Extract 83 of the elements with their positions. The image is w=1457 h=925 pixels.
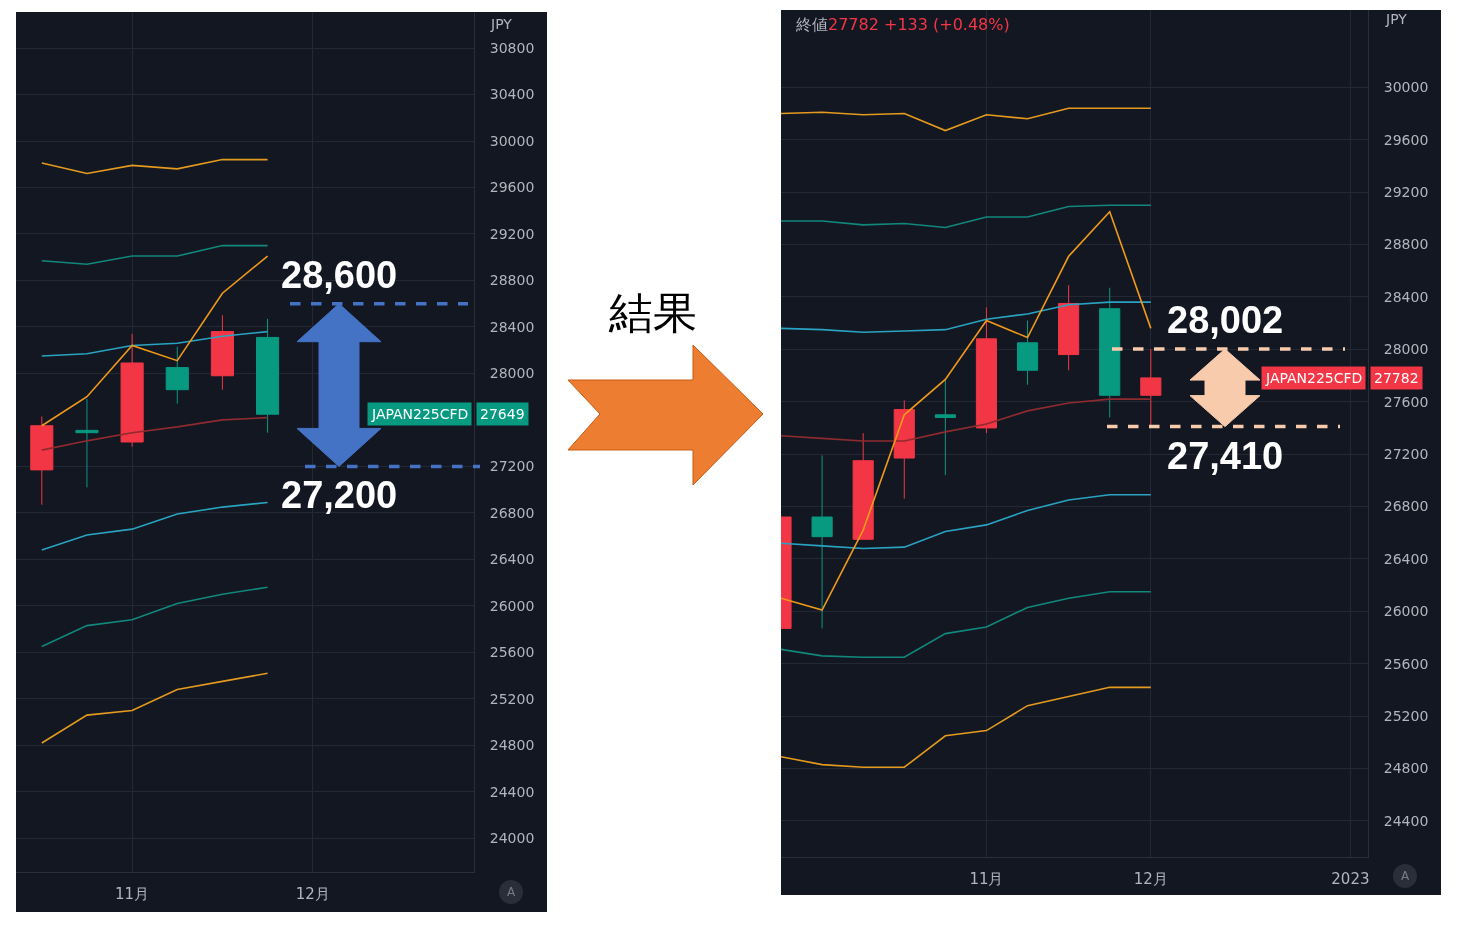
x-tick-label: 12月: [295, 885, 330, 903]
y-tick-label: 25200: [1383, 708, 1429, 725]
y-tick-label: 30800: [489, 39, 535, 56]
line-series: [781, 493, 1152, 550]
x-tick-label: 11月: [115, 885, 150, 903]
y-tick-label: 24400: [1383, 812, 1429, 829]
annotation: JAPAN225CFD: [371, 406, 469, 422]
line-series: [41, 244, 269, 265]
line-series: [781, 590, 1152, 658]
y-tick-label: 24400: [489, 783, 535, 800]
y-tick-label: 28400: [489, 318, 535, 335]
line-series: [781, 686, 1152, 769]
y-tick-label: 26400: [1383, 550, 1429, 567]
line-series: [41, 255, 269, 427]
candlestick: [852, 432, 874, 540]
y-tick-label: 28800: [489, 272, 535, 289]
x-tick-label: 2023: [1331, 870, 1370, 888]
candlestick: [256, 318, 280, 434]
ref-line-label: 27,410: [1167, 435, 1284, 477]
y-axis-title: JPY: [490, 16, 513, 32]
candlestick: [1140, 348, 1162, 428]
annotation: 終値: [795, 15, 828, 34]
candlestick: [934, 378, 956, 476]
y-tick-label: 29600: [1383, 131, 1429, 148]
ref-line-label: 28,002: [1167, 299, 1284, 341]
y-tick-label: 26800: [489, 504, 535, 521]
line-series: [41, 158, 269, 175]
annotation: JAPAN225CFD: [1265, 370, 1363, 386]
y-tick-label: 26800: [1383, 498, 1429, 515]
y-tick-label: 25600: [1383, 655, 1429, 672]
line-series: [781, 204, 1152, 229]
ref-line-label: 27,200: [281, 474, 398, 516]
candlestick: [210, 314, 234, 391]
ref-line-label: 28,600: [281, 254, 398, 296]
y-tick-label: 26400: [489, 551, 535, 568]
y-tick-label: 30400: [489, 86, 535, 103]
text: 27782: [1374, 370, 1419, 386]
candlestick: [30, 415, 54, 506]
line-series: [781, 210, 1152, 611]
text: A: [1401, 869, 1410, 883]
line-series: [41, 672, 269, 744]
y-tick-label: 29600: [489, 179, 535, 196]
y-tick-label: 27600: [1383, 393, 1429, 410]
candlestick: [75, 398, 99, 488]
candlestick: [120, 333, 144, 448]
y-tick-label: 28000: [489, 365, 535, 382]
candlestick: [893, 399, 915, 500]
candlestick: [975, 306, 998, 434]
y-tick-label: 26000: [1383, 603, 1429, 620]
candlestick: [1016, 320, 1039, 386]
annotation: 27782 +133 (+0.48%): [828, 15, 1015, 34]
candlestick: [811, 454, 833, 629]
text: A: [507, 885, 516, 899]
x-tick-label: 11月: [969, 870, 1004, 888]
y-tick-label: 27200: [1383, 446, 1429, 463]
y-tick-label: 25600: [489, 644, 535, 661]
line-series: [781, 301, 1152, 334]
line-series: [41, 586, 269, 648]
text: 27649: [480, 406, 525, 422]
candlestick: [1099, 287, 1121, 418]
y-tick-label: 24800: [1383, 760, 1429, 777]
y-tick-label: 30000: [489, 132, 535, 149]
line-series: [41, 501, 269, 551]
y-axis-title: JPY: [1385, 11, 1408, 27]
x-tick-label: 12月: [1133, 870, 1168, 888]
y-tick-label: 28800: [1383, 236, 1429, 253]
y-tick-label: 26000: [489, 597, 535, 614]
text: 結果: [608, 287, 697, 338]
y-tick-label: 29200: [489, 225, 535, 242]
candlestick: [1058, 284, 1080, 371]
y-tick-label: 28400: [1383, 288, 1429, 305]
y-tick-label: 28000: [1383, 341, 1429, 358]
line-series: [41, 330, 269, 357]
line-series: [41, 416, 269, 451]
line-series: [781, 398, 1152, 442]
y-tick-label: 29200: [1383, 184, 1429, 201]
y-tick-label: 25200: [489, 690, 535, 707]
y-tick-label: 27200: [489, 458, 535, 475]
candlestick: [165, 346, 189, 405]
line-series: [781, 107, 1152, 132]
y-tick-label: 24000: [489, 830, 535, 847]
y-tick-label: 24800: [489, 737, 535, 754]
y-tick-label: 30000: [1383, 79, 1429, 96]
